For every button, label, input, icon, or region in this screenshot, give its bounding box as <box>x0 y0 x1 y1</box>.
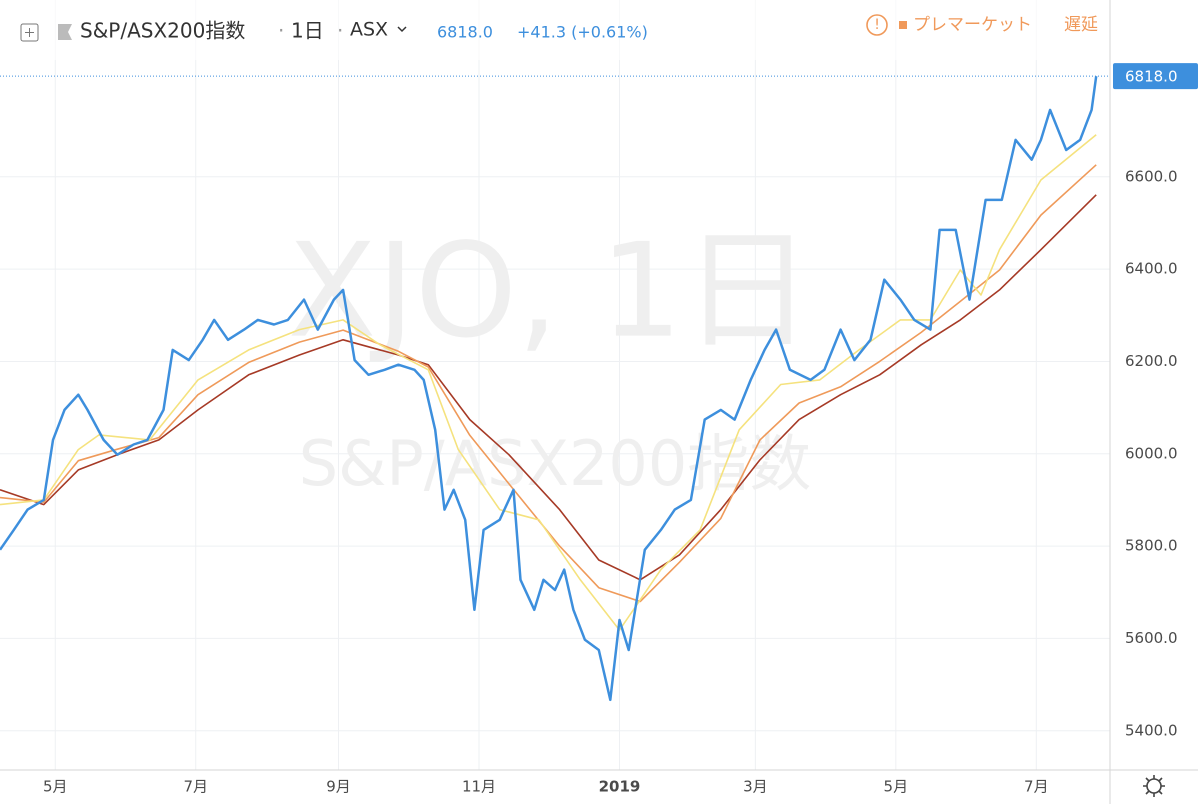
x-tick-label: 9月 <box>326 778 351 796</box>
watermark-name: S&P/ASX200指数 <box>299 427 812 500</box>
plot <box>0 76 1098 702</box>
separator: · <box>337 19 343 43</box>
grid <box>0 0 1110 770</box>
y-tick-label: 6000.0 <box>1125 444 1178 462</box>
header-bg <box>0 0 1108 60</box>
delay: 遅延 <box>1064 15 1098 35</box>
series-line <box>0 134 1097 631</box>
last-price-box <box>1113 63 1198 90</box>
x-tick-label: 3月 <box>743 778 768 796</box>
y-tick-label: 5400.0 <box>1125 721 1178 739</box>
x-tick-label: 7月 <box>1024 778 1049 796</box>
y-tick-label: 5600.0 <box>1125 629 1178 647</box>
symbol-title: S&P/ASX200指数 <box>80 19 245 43</box>
last-price-label: 6818.0 <box>1125 68 1178 86</box>
exchange[interactable]: ASX <box>350 19 388 41</box>
warning-mark: ! <box>874 17 880 33</box>
series-line <box>0 76 1098 702</box>
y-tick-label: 6200.0 <box>1125 352 1178 370</box>
flag-icon <box>58 24 72 40</box>
expand-plus <box>25 28 34 37</box>
watermark: XJO, 1日 <box>287 215 812 367</box>
y-tick-label: 5800.0 <box>1125 537 1178 555</box>
series-line <box>0 194 1097 581</box>
status-dot <box>899 21 907 29</box>
status: プレマーケット <box>913 15 1032 35</box>
x-tick-label: 5月 <box>884 778 909 796</box>
series-line <box>0 164 1097 603</box>
y-tick-label: 6600.0 <box>1125 167 1178 185</box>
header-price: 6818.0 <box>437 23 493 42</box>
last-price-group: 6818.0 <box>0 63 1198 90</box>
y-tick-label: 6400.0 <box>1125 260 1178 278</box>
expand-icon[interactable] <box>20 23 39 42</box>
interval[interactable]: 1日 <box>291 19 324 43</box>
settings-icon[interactable] <box>1146 778 1162 794</box>
chevron[interactable] <box>397 26 407 33</box>
x-tick-label: 7月 <box>183 778 208 796</box>
x-tick-label: 11月 <box>462 778 496 796</box>
x-tick-label: 2019 <box>599 778 641 796</box>
header-change: +41.3 (+0.61%) <box>517 23 648 42</box>
warning-icon[interactable] <box>866 14 888 36</box>
axes: 5400.0 5600.0 5800.0 6000.0 6200.0 6400.0 6600… <box>43 167 1178 795</box>
separator: · <box>278 19 284 43</box>
x-tick-label: 5月 <box>43 778 68 796</box>
settings-spokes <box>1143 775 1165 797</box>
